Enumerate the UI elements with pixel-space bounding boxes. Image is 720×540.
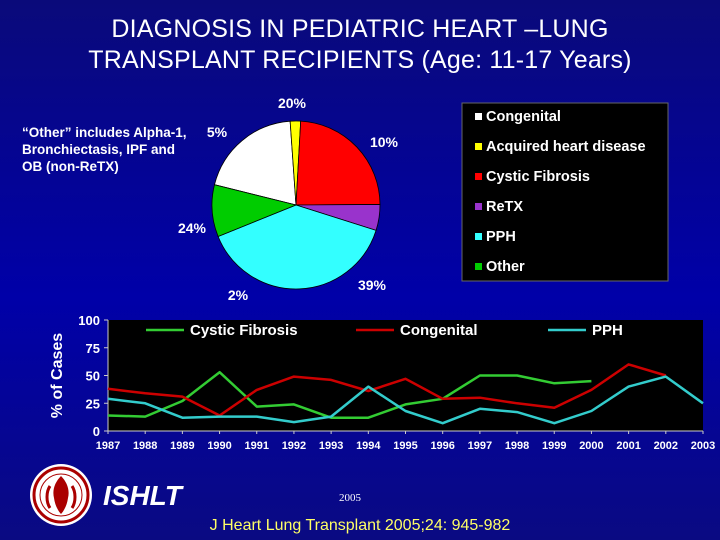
y-tick-label: 75 — [86, 341, 100, 356]
x-tick-label: 2000 — [579, 440, 603, 452]
title-line-1: DIAGNOSIS IN PEDIATRIC HEART –LUNG — [111, 15, 609, 43]
pie-slice-pph — [217, 204, 377, 290]
x-tick-label: 1989 — [170, 440, 194, 452]
legend-label-pph: PPH — [592, 322, 623, 339]
x-tick-label: 1992 — [282, 440, 306, 452]
legend-swatch-retx — [475, 203, 482, 210]
legend-label-other: Other — [486, 259, 525, 275]
pie-legend — [461, 102, 669, 282]
x-tick-label: 2003 — [691, 440, 715, 452]
pie-label-cystic-fibrosis: 24% — [178, 220, 207, 236]
legend-label-congenital: Congenital — [486, 109, 561, 125]
pie-label-retx: 5% — [207, 124, 228, 140]
org-name: ISHLT — [103, 480, 182, 511]
legend-label-retx: ReTX — [486, 199, 523, 215]
other-note: “Other” includes Alpha-1, Bronchiectasis… — [22, 125, 187, 174]
x-tick-label: 1990 — [207, 440, 231, 452]
y-tick-label: 50 — [86, 369, 100, 384]
legend-label-cystic-fibrosis: Cystic Fibrosis — [486, 169, 590, 185]
x-tick-label: 1995 — [393, 440, 417, 452]
y-tick-label: 0 — [93, 424, 100, 439]
page-title: DIAGNOSIS IN PEDIATRIC HEART –LUNG TRANS… — [0, 14, 720, 76]
pie-slice-congenital — [214, 120, 297, 206]
pie-label-acquired-heart-disease: 2% — [228, 287, 249, 303]
legend-label-acquired-heart-disease: Acquired heart disease — [486, 139, 646, 155]
x-tick-label: 1993 — [319, 440, 343, 452]
y-axis-label: % of Cases — [49, 333, 66, 418]
legend-swatch-pph — [475, 233, 482, 240]
report-year: 2005 — [339, 492, 361, 504]
pie-label-congenital: 20% — [278, 95, 307, 111]
x-tick-label: 1998 — [505, 440, 529, 452]
series-line-cystic-fibrosis — [107, 370, 592, 419]
legend-swatch-other — [475, 263, 482, 270]
y-tick-label: 25 — [86, 396, 100, 411]
legend-label-cystic-fibrosis: Cystic Fibrosis — [190, 322, 298, 339]
citation: J Heart Lung Transplant 2005;24: 945-982 — [209, 517, 511, 534]
x-tick-label: 2002 — [654, 440, 678, 452]
x-tick-label: 1996 — [430, 440, 454, 452]
series-line-congenital — [107, 363, 667, 417]
line-plot-area — [108, 320, 703, 431]
title-line-2: TRANSPLANT RECIPIENTS (Age: 11-17 Years) — [88, 46, 632, 74]
pie-slice-cystic-fibrosis — [295, 120, 381, 206]
x-tick-label: 2001 — [616, 440, 640, 452]
legend-label-congenital: Congenital — [400, 322, 478, 339]
x-tick-label: 1988 — [133, 440, 157, 452]
y-tick-label: 100 — [78, 313, 100, 328]
x-tick-label: 1997 — [468, 440, 492, 452]
x-tick-label: 1991 — [245, 440, 269, 452]
legend-swatch-cystic-fibrosis — [475, 173, 482, 180]
legend-swatch-congenital — [475, 113, 482, 120]
x-tick-label: 1994 — [356, 440, 381, 452]
pie-label-other: 10% — [370, 134, 399, 150]
legend-swatch-acquired-heart-disease — [475, 143, 482, 150]
series-line-pph — [107, 375, 704, 425]
pie-slice-other — [211, 184, 298, 237]
pie-label-pph: 39% — [358, 277, 387, 293]
legend-label-pph: PPH — [486, 229, 516, 245]
x-tick-label: 1999 — [542, 440, 566, 452]
ishlt-seal-icon — [28, 462, 94, 528]
x-tick-label: 1987 — [96, 440, 120, 452]
